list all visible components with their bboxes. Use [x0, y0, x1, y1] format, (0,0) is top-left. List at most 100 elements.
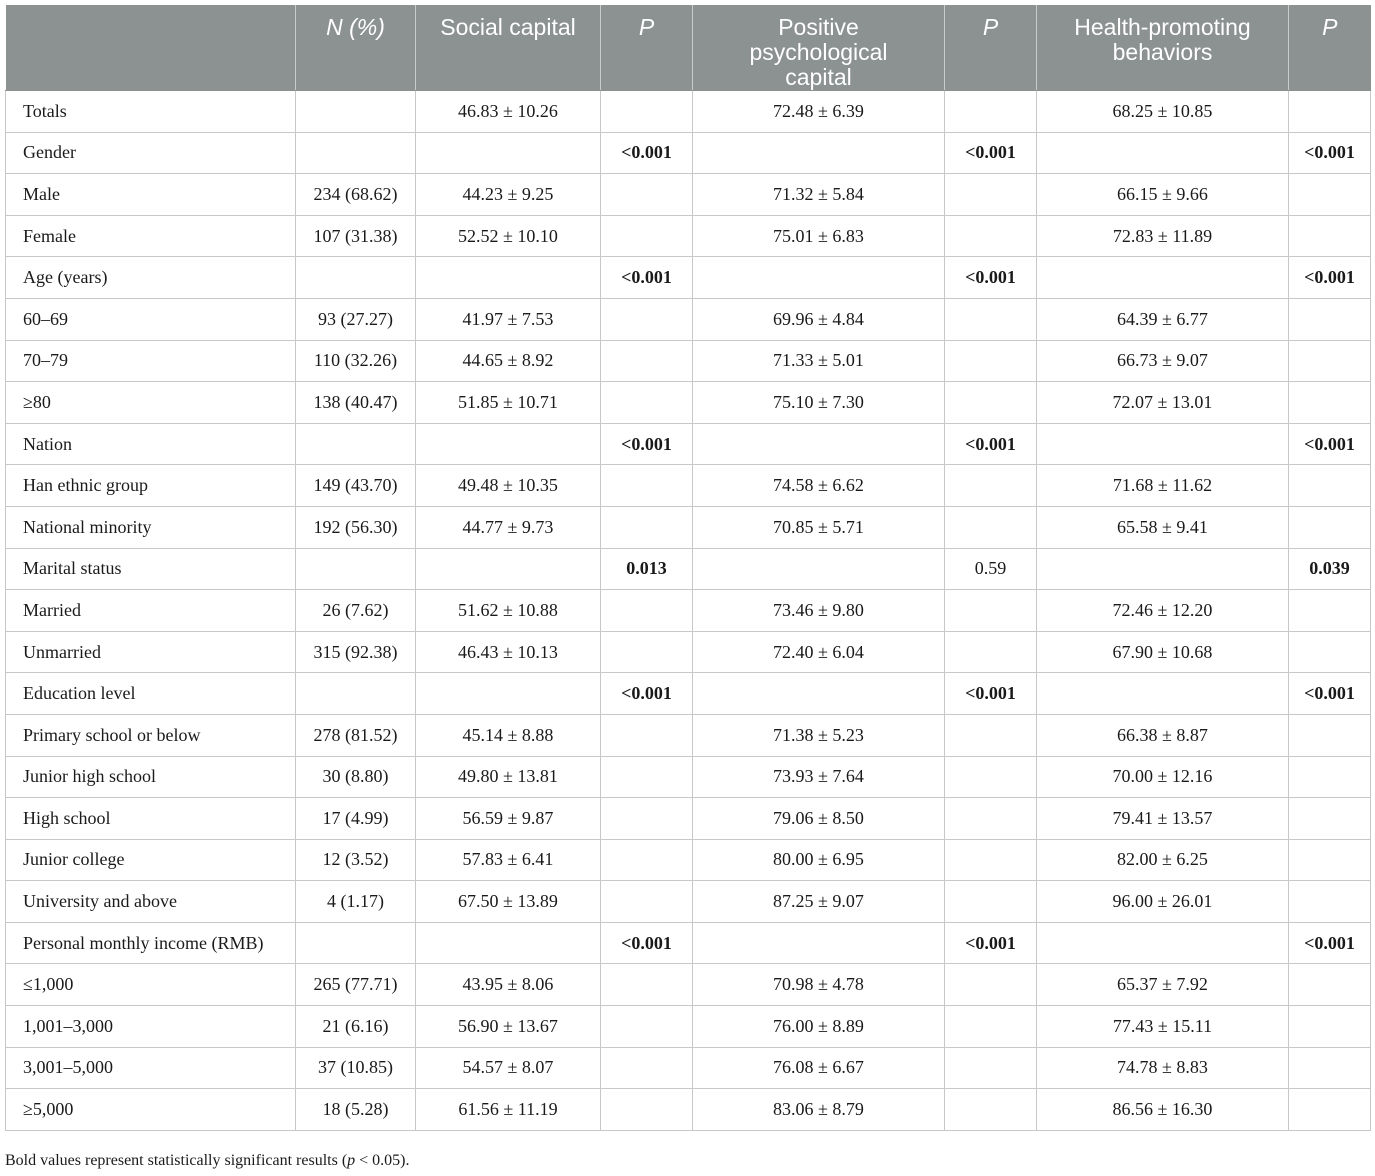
table-cell: [600, 90, 693, 133]
table-cell: [692, 131, 945, 175]
table-cell: [1036, 921, 1289, 965]
table-cell: <0.001: [944, 921, 1037, 965]
table-row: 70–79 110 (32.26) 44.65 ± 8.92 71.33 ± 5.01…: [5, 339, 1371, 383]
table-row: Totals 46.83 ± 10.26 72.48 ± 6.39 68.25 ± 1…: [5, 90, 1371, 133]
header-text-line: P: [1322, 14, 1338, 40]
table-cell: [944, 589, 1037, 632]
table-cell: [600, 214, 693, 258]
table-cell: [600, 505, 693, 549]
table-footnote: Bold values represent statistically sign…: [5, 1152, 410, 1170]
table-cell: [944, 630, 1037, 674]
table-cell: [600, 1046, 693, 1090]
row-label-cell: 60–69: [5, 297, 296, 341]
header-p-health: P: [1288, 5, 1371, 91]
table-cell: [944, 214, 1037, 258]
table-cell: [944, 381, 1037, 424]
table-cell: 73.93 ± 7.64: [692, 755, 945, 799]
table-row: 1,001–3,000 21 (6.16) 56.90 ± 13.67 76.00 ±…: [5, 1005, 1371, 1048]
header-text-line: capital: [785, 64, 852, 90]
table-cell: 77.43 ± 15.11: [1036, 1005, 1289, 1048]
table-cell: [1036, 256, 1289, 299]
table-cell: [1288, 90, 1371, 133]
row-label-cell: Education level: [5, 672, 296, 715]
table-cell: 67.90 ± 10.68: [1036, 630, 1289, 674]
row-label-cell: 3,001–5,000: [5, 1046, 296, 1090]
table-cell: 265 (77.71): [295, 963, 416, 1007]
header-text-line: N (%): [326, 14, 385, 40]
table-cell: 149 (43.70): [295, 464, 416, 507]
table-cell: [415, 131, 601, 175]
header-p-psychological: P: [944, 5, 1037, 91]
table-cell: [1288, 505, 1371, 549]
table-cell: 30 (8.80): [295, 755, 416, 799]
table-cell: [692, 422, 945, 466]
row-label-cell: Male: [5, 173, 296, 216]
table-cell: 72.40 ± 6.04: [692, 630, 945, 674]
table-cell: [1288, 1088, 1371, 1131]
row-label-cell: Totals: [5, 90, 296, 133]
table-cell: [1288, 880, 1371, 923]
row-label-cell: High school: [5, 797, 296, 840]
row-label-cell: ≥5,000: [5, 1088, 296, 1131]
table-row: 60–69 93 (27.27) 41.97 ± 7.53 69.96 ± 4.84 6…: [5, 297, 1371, 341]
table-cell: [600, 1005, 693, 1048]
table-header: N (%) Social capital P Positive psychologica…: [5, 5, 1371, 91]
table-cell: [600, 630, 693, 674]
table-cell: 57.83 ± 6.41: [415, 838, 601, 882]
row-label-cell: ≥80: [5, 381, 296, 424]
table-cell: 45.14 ± 8.88: [415, 713, 601, 757]
table-cell: 79.06 ± 8.50: [692, 797, 945, 840]
table-cell: 72.46 ± 12.20: [1036, 589, 1289, 632]
table-cell: [600, 589, 693, 632]
table-cell: [1036, 672, 1289, 715]
table-cell: <0.001: [600, 422, 693, 466]
table-cell: <0.001: [600, 921, 693, 965]
results-table: N (%) Social capital P Positive psychologica…: [5, 5, 1371, 1131]
table-cell: [1288, 963, 1371, 1007]
table-row: Female 107 (31.38) 52.52 ± 10.10 75.01 ± 6.…: [5, 214, 1371, 258]
table-row: 3,001–5,000 37 (10.85) 54.57 ± 8.07 76.08 ±…: [5, 1046, 1371, 1090]
results-table-container: N (%) Social capital P Positive psychologica…: [5, 5, 1371, 1131]
header-positive-psychological-capital: Positive psychological capital: [692, 5, 945, 91]
table-cell: 107 (31.38): [295, 214, 416, 258]
table-cell: 83.06 ± 8.79: [692, 1088, 945, 1131]
table-cell: 66.15 ± 9.66: [1036, 173, 1289, 216]
table-cell: <0.001: [1288, 921, 1371, 965]
table-cell: [600, 339, 693, 383]
table-row: Unmarried 315 (92.38) 46.43 ± 10.13 72.40 ±…: [5, 630, 1371, 674]
table-cell: <0.001: [600, 672, 693, 715]
table-row: ≤1,000 265 (77.71) 43.95 ± 8.06 70.98 ± 4.7…: [5, 963, 1371, 1007]
table-cell: [295, 672, 416, 715]
table-cell: 46.43 ± 10.13: [415, 630, 601, 674]
table-cell: 56.90 ± 13.67: [415, 1005, 601, 1048]
table-cell: 41.97 ± 7.53: [415, 297, 601, 341]
table-cell: 71.68 ± 11.62: [1036, 464, 1289, 507]
table-cell: [1288, 713, 1371, 757]
table-cell: [1288, 1046, 1371, 1090]
table-cell: [1288, 214, 1371, 258]
table-cell: 74.78 ± 8.83: [1036, 1046, 1289, 1090]
table-cell: 46.83 ± 10.26: [415, 90, 601, 133]
table-row: Han ethnic group 149 (43.70) 49.48 ± 10.35…: [5, 464, 1371, 507]
table-cell: <0.001: [600, 131, 693, 175]
table-cell: [295, 547, 416, 591]
table-cell: <0.001: [1288, 422, 1371, 466]
table-row: National minority 192 (56.30) 44.77 ± 9.73…: [5, 505, 1371, 549]
row-label-cell: 70–79: [5, 339, 296, 383]
table-cell: 71.32 ± 5.84: [692, 173, 945, 216]
row-label-cell: 1,001–3,000: [5, 1005, 296, 1048]
table-row: Age (years) <0.001 <0.001 <0.001: [5, 256, 1371, 299]
table-row: Primary school or below 278 (81.52) 45.14 …: [5, 713, 1371, 757]
header-text-line: Health-promoting: [1074, 14, 1251, 40]
row-label-cell: Married: [5, 589, 296, 632]
table-cell: [1288, 797, 1371, 840]
table-cell: [1288, 173, 1371, 216]
table-cell: 71.33 ± 5.01: [692, 339, 945, 383]
table-cell: [944, 963, 1037, 1007]
table-cell: 26 (7.62): [295, 589, 416, 632]
table-row: Junior high school 30 (8.80) 49.80 ± 13.81…: [5, 755, 1371, 799]
table-cell: [1288, 838, 1371, 882]
table-cell: 74.58 ± 6.62: [692, 464, 945, 507]
table-cell: [1288, 589, 1371, 632]
table-cell: 73.46 ± 9.80: [692, 589, 945, 632]
